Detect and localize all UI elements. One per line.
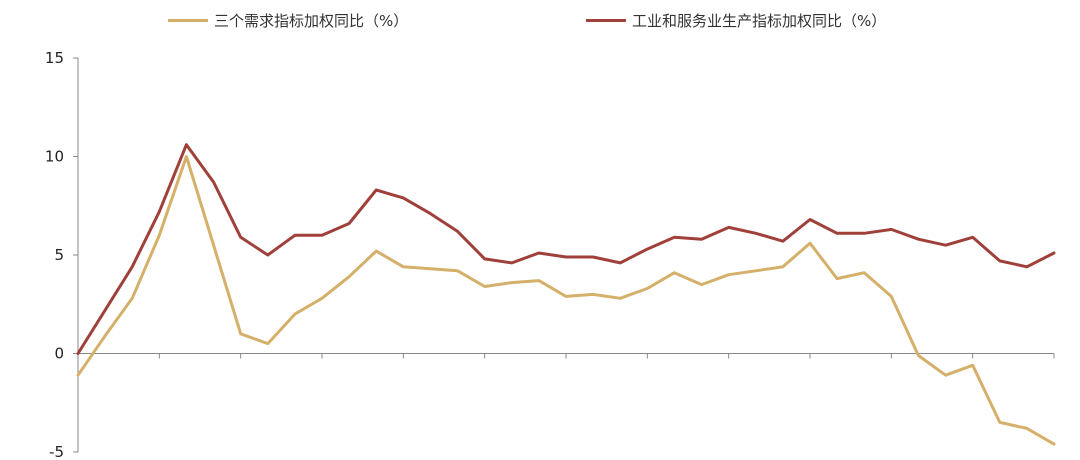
legend-swatch-production: [586, 18, 626, 22]
y-tick-label: 5: [54, 246, 64, 264]
legend-label-demand: 三个需求指标加权同比（%）: [214, 11, 409, 30]
legend-label-production: 工业和服务业生产指标加权同比（%）: [632, 11, 887, 30]
legend-item-production: 工业和服务业生产指标加权同比（%）: [586, 8, 886, 32]
series-line-demand: [76, 155, 1056, 446]
y-tick-label: 0: [54, 345, 64, 363]
series-line-production: [76, 143, 1056, 355]
y-tick-label: 15: [45, 49, 64, 67]
legend-item-demand: 三个需求指标加权同比（%）: [168, 8, 408, 32]
y-tick-label: 10: [45, 148, 64, 166]
y-tick-label: -5: [49, 443, 64, 460]
legend-swatch-demand: [168, 18, 208, 22]
